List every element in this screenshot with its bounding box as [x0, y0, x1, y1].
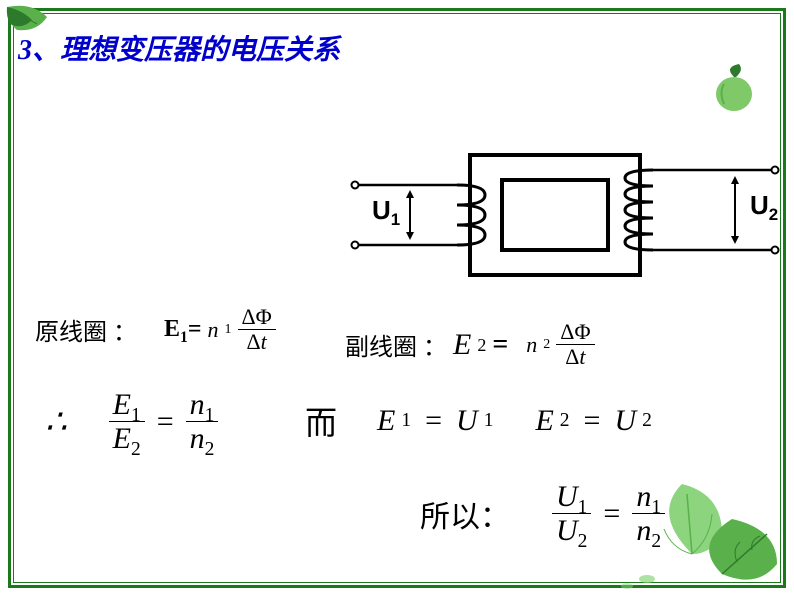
leaf-top-right: [704, 62, 764, 117]
eq-final: 所以： U1 U2 = n1 n2: [420, 480, 665, 547]
u1-label: U1: [372, 195, 400, 226]
u2-label: U2: [750, 190, 778, 221]
section-title: 3、理想变压器的电压关系: [18, 28, 340, 68]
transformer-diagram: [345, 140, 785, 290]
eq-secondary: 副线圈 ： E2 = n2 ΔΦ Δt: [345, 320, 595, 369]
eq-ratio-e: ∴ E1 E2 = n1 n2: [45, 388, 218, 455]
eq-equiv: 而 E1 = U1 E2 = U2: [305, 398, 652, 444]
eq-primary: 原线圈 ： E1= n1 ΔΦ Δt: [35, 305, 276, 354]
